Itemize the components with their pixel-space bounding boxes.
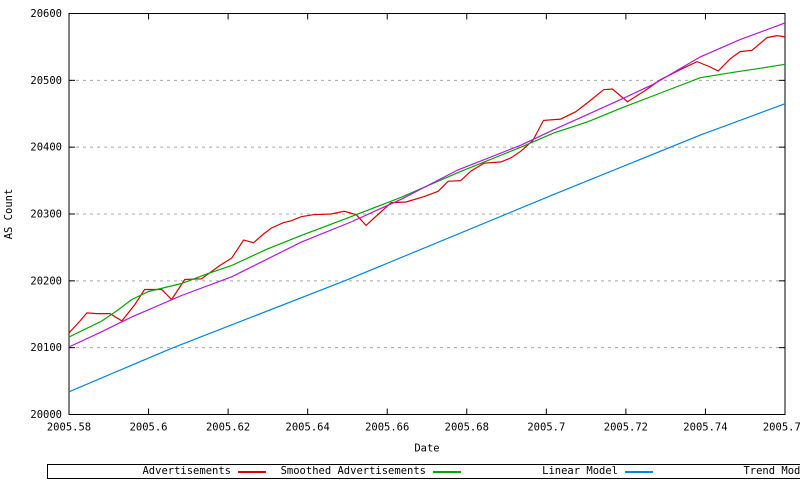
legend-label: Linear Model bbox=[542, 465, 618, 477]
x-tick-label: 2005.62 bbox=[206, 422, 250, 434]
y-tick-label: 20000 bbox=[30, 409, 62, 421]
y-axis-title: AS Count bbox=[3, 189, 15, 240]
legend-item-advertisements: Advertisements bbox=[142, 465, 266, 478]
y-tick-label: 20600 bbox=[30, 8, 62, 20]
legend-line-swatch bbox=[238, 470, 266, 473]
x-tick-label: 2005.64 bbox=[286, 422, 330, 434]
legend-item-smoothed-advertisements: Smoothed Advertisements bbox=[281, 465, 461, 478]
y-tick-label: 20300 bbox=[30, 209, 62, 221]
x-tick-label: 2005.7 bbox=[527, 422, 565, 434]
series-line-smoothed-advertisements bbox=[68, 63, 786, 338]
legend-item-trend-model: Trend Model bbox=[743, 465, 800, 478]
y-tick-label: 20400 bbox=[30, 142, 62, 154]
x-tick-label: 2005.6 bbox=[130, 422, 168, 434]
legend-label: Trend Model bbox=[743, 465, 800, 477]
x-tick-label: 2005.66 bbox=[365, 422, 409, 434]
y-tick-label: 20500 bbox=[30, 75, 62, 87]
x-tick-label: 2005.58 bbox=[47, 422, 91, 434]
x-axis-title: Date bbox=[414, 443, 439, 455]
chart-legend: Advertisements Smoothed Advertisements L… bbox=[47, 464, 800, 479]
y-tick-label: 20200 bbox=[30, 275, 62, 287]
x-tick-label: 2005.68 bbox=[445, 422, 489, 434]
legend-label: Smoothed Advertisements bbox=[280, 465, 426, 477]
chart-canvas: 20000 20100 20200 20300 20400 20500 20600 2005.… bbox=[3, 8, 800, 455]
legend-label: Advertisements bbox=[142, 465, 231, 477]
legend-line-swatch bbox=[625, 470, 653, 473]
y-tick-label: 20100 bbox=[30, 342, 62, 354]
series-line-trend-model bbox=[68, 22, 786, 348]
legend-item-linear-model: Linear Model bbox=[542, 465, 653, 478]
series-line-linear-model bbox=[68, 103, 786, 393]
x-tick-label: 2005.76 bbox=[763, 422, 800, 434]
x-tick-label: 2005.74 bbox=[683, 422, 727, 434]
legend-line-swatch bbox=[433, 470, 461, 473]
x-tick-label: 2005.72 bbox=[604, 422, 648, 434]
